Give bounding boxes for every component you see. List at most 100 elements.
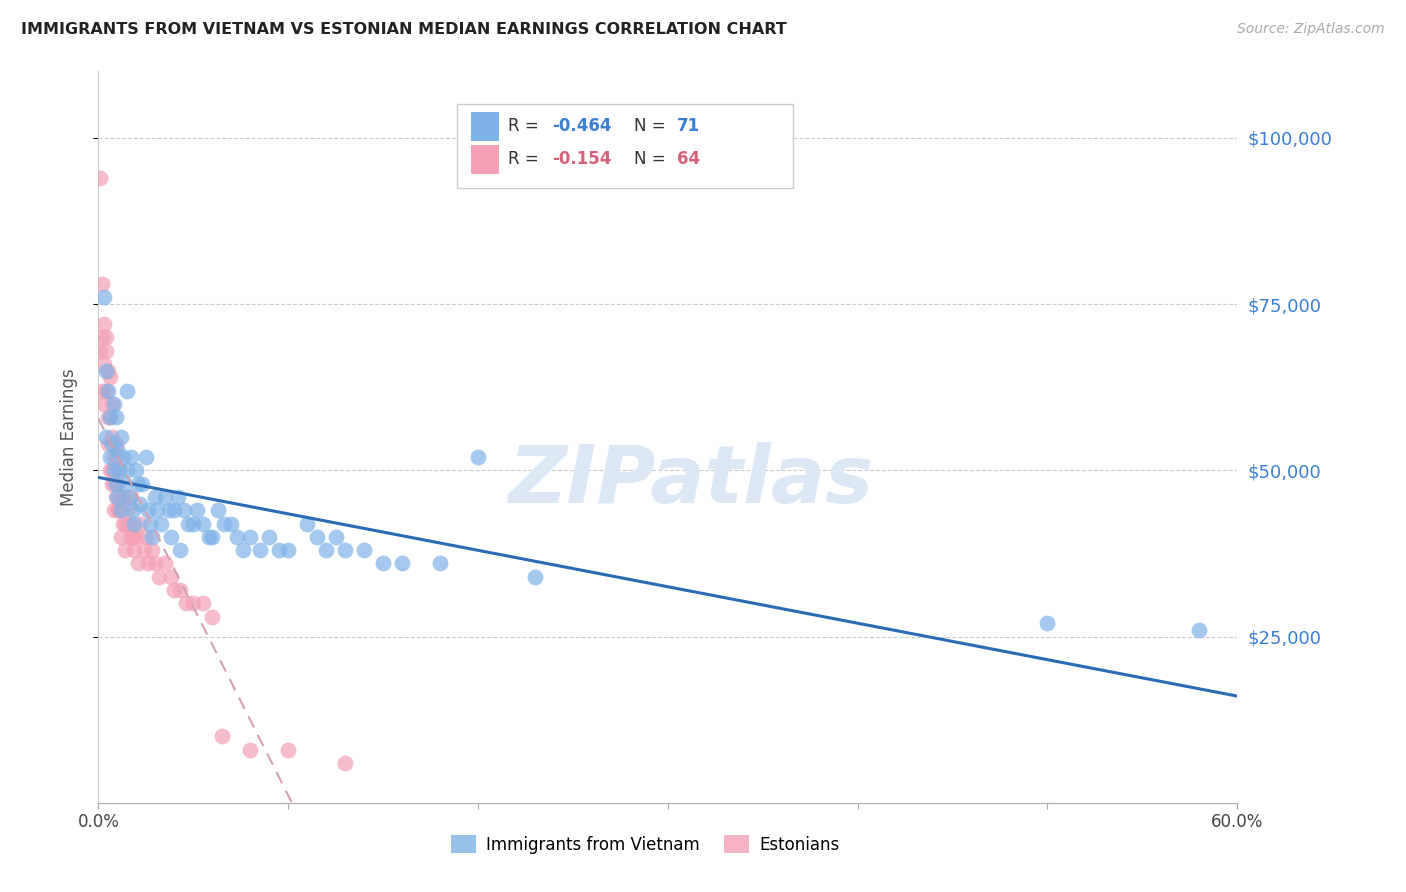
Point	[524, 570, 547, 584]
Point	[89, 343, 111, 358]
Point	[100, 476, 122, 491]
FancyBboxPatch shape	[471, 145, 499, 174]
Point	[114, 543, 136, 558]
Text: N =: N =	[634, 150, 671, 168]
Point	[107, 503, 129, 517]
Point	[148, 570, 170, 584]
Point	[127, 476, 149, 491]
Point	[97, 384, 120, 398]
Point	[94, 343, 117, 358]
Point	[98, 450, 121, 464]
Point	[136, 503, 159, 517]
Point	[186, 503, 208, 517]
Point	[150, 516, 173, 531]
Point	[129, 497, 152, 511]
Point	[221, 516, 243, 531]
Text: R =: R =	[509, 117, 544, 136]
Point	[100, 436, 122, 450]
Point	[127, 557, 149, 571]
Point	[157, 503, 180, 517]
Point	[183, 516, 205, 531]
Point	[169, 543, 191, 558]
Point	[1036, 616, 1059, 631]
Point	[207, 503, 229, 517]
Point	[191, 516, 214, 531]
Legend: Immigrants from Vietnam, Estonians: Immigrants from Vietnam, Estonians	[444, 829, 846, 860]
Point	[125, 463, 148, 477]
Point	[108, 503, 131, 517]
Text: -0.154: -0.154	[551, 150, 612, 168]
Point	[211, 729, 233, 743]
Point	[146, 503, 169, 517]
Text: Source: ZipAtlas.com: Source: ZipAtlas.com	[1237, 22, 1385, 37]
Point	[103, 503, 125, 517]
Point	[98, 370, 121, 384]
Point	[163, 503, 186, 517]
Point	[110, 503, 132, 517]
Point	[108, 463, 131, 477]
Point	[305, 530, 328, 544]
Point	[239, 742, 262, 756]
Point	[94, 384, 117, 398]
Point	[259, 530, 281, 544]
Text: ZIPatlas: ZIPatlas	[508, 442, 873, 520]
Point	[138, 516, 160, 531]
Point	[159, 570, 181, 584]
Point	[249, 543, 271, 558]
Point	[112, 516, 135, 531]
Point	[173, 503, 195, 517]
Point	[131, 476, 153, 491]
Point	[132, 543, 155, 558]
Point	[89, 170, 111, 185]
Point	[136, 557, 159, 571]
Point	[110, 430, 132, 444]
Point	[124, 516, 146, 531]
Point	[98, 463, 121, 477]
Point	[176, 516, 198, 531]
Point	[93, 317, 115, 331]
Point	[121, 530, 143, 544]
Point	[115, 384, 138, 398]
Point	[141, 543, 163, 558]
Point	[115, 463, 138, 477]
Point	[107, 443, 129, 458]
Point	[107, 450, 129, 464]
Point	[91, 330, 114, 344]
Point	[104, 436, 127, 450]
Point	[197, 530, 219, 544]
Text: 64: 64	[676, 150, 700, 168]
Point	[429, 557, 451, 571]
Point	[112, 450, 135, 464]
Point	[103, 463, 125, 477]
Point	[153, 490, 176, 504]
Point	[335, 756, 357, 770]
Point	[212, 516, 235, 531]
Point	[325, 530, 347, 544]
Point	[1188, 623, 1211, 637]
Point	[118, 490, 141, 504]
Point	[315, 543, 337, 558]
Point	[277, 742, 299, 756]
Point	[114, 516, 136, 531]
Point	[118, 516, 141, 531]
Point	[167, 490, 190, 504]
Point	[191, 596, 214, 610]
Point	[277, 543, 299, 558]
Text: R =: R =	[509, 150, 544, 168]
Point	[239, 530, 262, 544]
Point	[103, 450, 125, 464]
Point	[91, 277, 114, 292]
Point	[103, 476, 125, 491]
Point	[97, 363, 120, 377]
Point	[94, 363, 117, 377]
Point	[124, 543, 146, 558]
Point	[232, 543, 254, 558]
Point	[159, 530, 181, 544]
Point	[353, 543, 375, 558]
Point	[110, 530, 132, 544]
Point	[129, 516, 152, 531]
Y-axis label: Median Earnings: Median Earnings	[59, 368, 77, 506]
Point	[100, 430, 122, 444]
Point	[98, 410, 121, 425]
FancyBboxPatch shape	[471, 112, 499, 141]
